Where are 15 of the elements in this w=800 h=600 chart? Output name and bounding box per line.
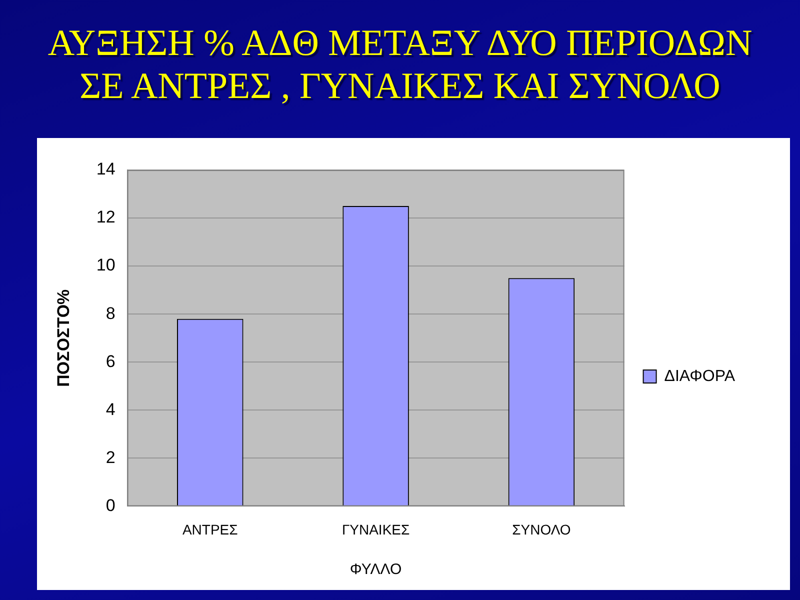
x-axis-title: ΦΥΛΛΟ [350,561,402,578]
x-tick-label: ΓΥΝΑΙΚΕΣ [342,521,410,538]
y-tick-label: 12 [96,208,116,227]
y-tick-label: 6 [106,352,116,371]
y-tick-label: 8 [106,304,116,323]
y-tick-label: 0 [106,496,116,515]
y-tick-label: 14 [96,160,116,179]
y-tick-label: 4 [106,400,116,419]
legend-label: ΔΙΑΦΟΡΑ [664,368,736,385]
x-tick-label: ΣΥΝΟΛΟ [512,521,571,538]
x-tick-label: ΑΝΤΡΕΣ [182,521,238,538]
y-tick-label: 2 [106,448,116,467]
y-tick-label: 10 [96,256,116,275]
y-axis-title: ΠΟΣΟΣΤΟ% [54,289,73,387]
chart-title: ΑΥΞΗΣΗ % ΑΔΘ ΜΕΤΑΞΥ ΔΥΟ ΠΕΡΙΟΔΩΝ ΣΕ ΑΝΤΡΕΣ , ΓΥΝΑΙΚΕΣ ΚΑΙ ΣΥΝΟΛΟ [46,22,754,108]
